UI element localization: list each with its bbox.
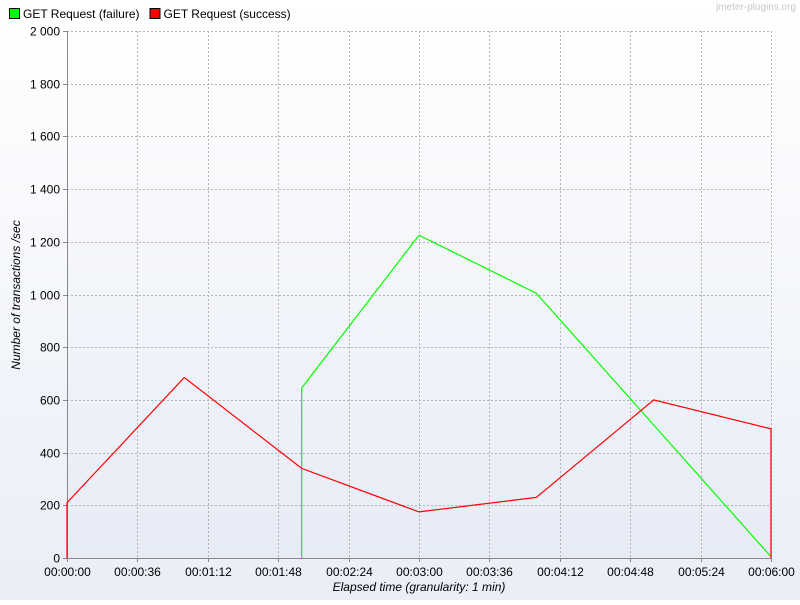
- plot-area: [67, 31, 771, 558]
- y-tick-label: 1 000: [30, 289, 60, 303]
- series-line-failure: [301, 234, 772, 558]
- y-tick-label: 600: [40, 394, 60, 408]
- y-tick-label: 0: [53, 552, 60, 566]
- y-tick-label: 200: [40, 499, 60, 513]
- x-axis-label: Elapsed time (granularity: 1 min): [333, 580, 506, 594]
- x-tick-label: 00:02:24: [326, 565, 373, 579]
- x-tick-label: 00:05:24: [678, 565, 725, 579]
- legend-label: GET Request (success): [164, 7, 291, 21]
- legend-label: GET Request (failure): [23, 7, 140, 21]
- x-tick-label: 00:06:00: [748, 565, 795, 579]
- y-tick-label: 1 600: [30, 130, 60, 144]
- axes: [63, 31, 772, 562]
- y-tick-label: 1 200: [30, 236, 60, 250]
- series-lines: [66, 234, 772, 558]
- y-axis-label: Number of transactions /sec: [9, 220, 23, 369]
- x-tick-label: 00:04:12: [537, 565, 584, 579]
- watermark: jmeter-plugins.org: [715, 2, 796, 13]
- series-line-success: [66, 376, 772, 558]
- y-tick-label: 1 400: [30, 183, 60, 197]
- y-tick-label: 800: [40, 341, 60, 355]
- x-tick-label: 00:03:36: [466, 565, 513, 579]
- x-tick-label: 00:03:00: [396, 565, 443, 579]
- y-tick-label: 2 000: [30, 25, 60, 39]
- y-tick-label: 1 800: [30, 78, 60, 92]
- x-tick-label: 00:01:48: [255, 565, 302, 579]
- x-tick-label: 00:00:36: [114, 565, 161, 579]
- y-tick-label: 400: [40, 447, 60, 461]
- x-tick-label: 00:04:48: [607, 565, 654, 579]
- legend-swatch: [149, 8, 161, 19]
- grid: [67, 31, 772, 558]
- x-tick-label: 00:00:00: [44, 565, 91, 579]
- x-tick-label: 00:01:12: [185, 565, 232, 579]
- legend: GET Request (failure) GET Request (succes…: [9, 7, 291, 21]
- legend-swatch: [9, 8, 20, 19]
- tick-labels: 0 200 400 600 800 1 000 1 200 1 400 1 600 1 800 2 …: [30, 25, 795, 580]
